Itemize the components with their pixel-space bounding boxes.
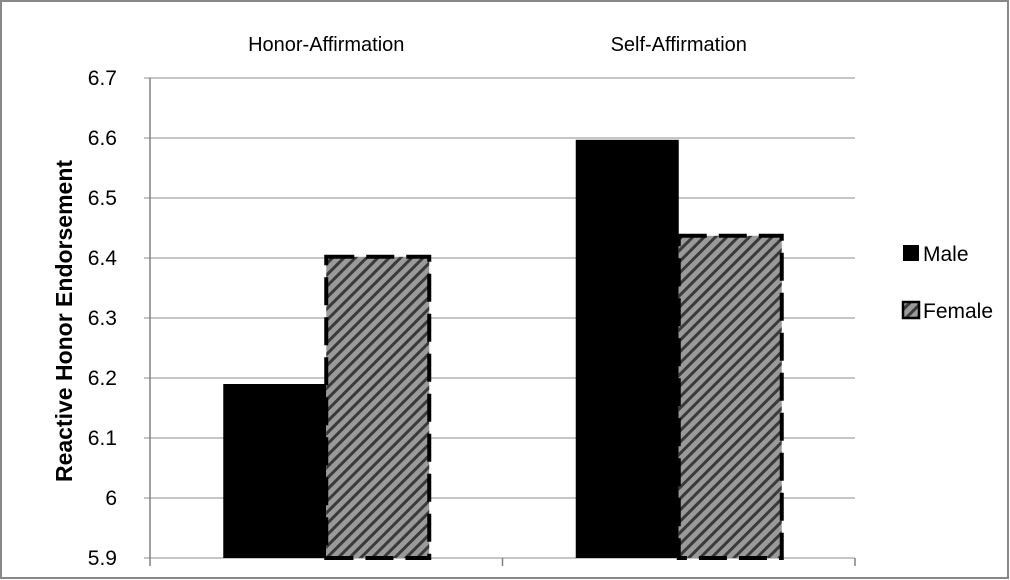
legend-swatch-female bbox=[901, 300, 921, 320]
bar-female-honor-affirmation bbox=[324, 254, 432, 560]
y-axis-label: Reactive Honor Endorsement bbox=[51, 160, 77, 482]
y-tick-label: 6.5 bbox=[88, 187, 117, 210]
bar-male-honor-affirmation bbox=[223, 384, 327, 558]
legend-label-male: Male bbox=[923, 243, 969, 266]
bar-male-self-affirmation bbox=[575, 139, 679, 559]
y-tick-label: 6.7 bbox=[88, 67, 117, 90]
y-tick-label: 6.6 bbox=[88, 127, 117, 150]
y-tick-label: 6.3 bbox=[88, 307, 117, 330]
y-tick-labels: 5.9 6 6.1 6.2 6.3 6.4 6.5 6.6 6.7 bbox=[88, 67, 118, 570]
bar-female-self-affirmation bbox=[676, 233, 784, 561]
y-tick-label: 6.2 bbox=[88, 367, 117, 390]
y-tick-label: 6 bbox=[105, 487, 117, 510]
legend-swatch-male bbox=[903, 245, 919, 261]
y-tick-label: 6.1 bbox=[88, 427, 117, 450]
bars bbox=[223, 139, 784, 561]
legend-label-female: Female bbox=[923, 300, 993, 323]
category-labels: Honor-Affirmation Self-Affirmation bbox=[248, 34, 747, 56]
category-label: Honor-Affirmation bbox=[248, 34, 404, 56]
y-tick-label: 5.9 bbox=[88, 547, 117, 570]
category-label: Self-Affirmation bbox=[611, 34, 747, 56]
legend: Male Female bbox=[901, 243, 993, 323]
y-tick-label: 6.4 bbox=[88, 247, 118, 270]
